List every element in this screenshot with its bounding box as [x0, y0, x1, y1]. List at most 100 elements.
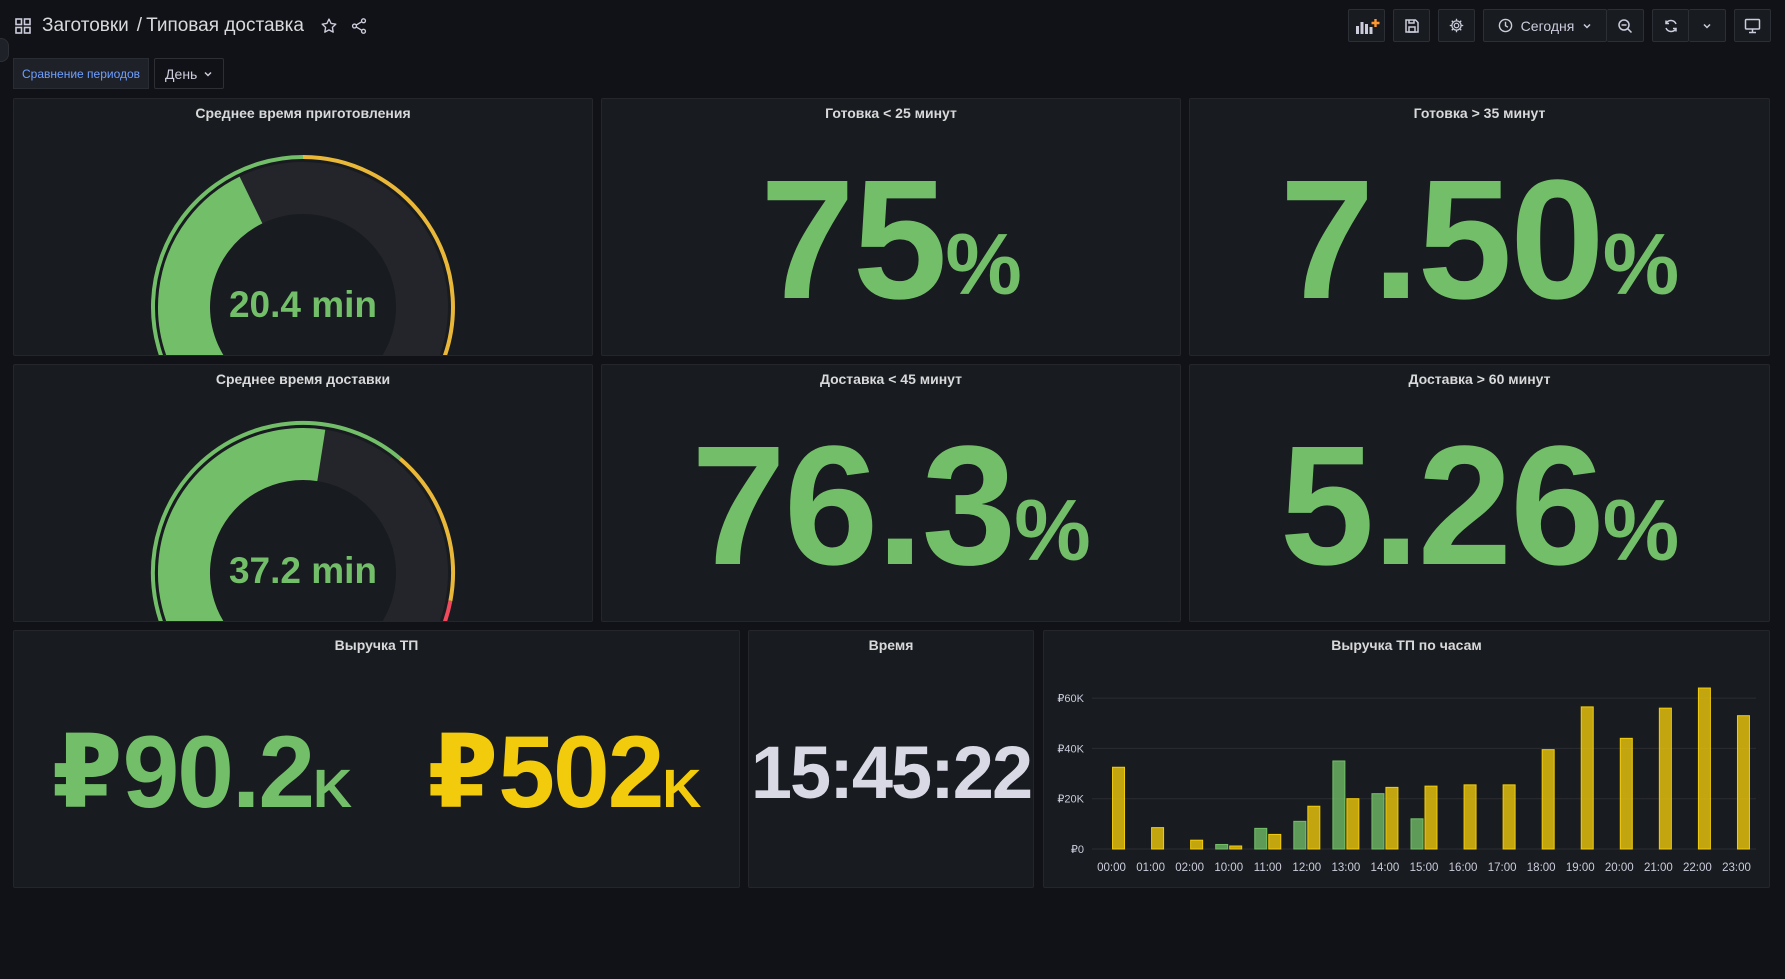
- dashboard-toolbar: Сегодня: [1348, 9, 1771, 42]
- revenue-current: ₽90.2K: [52, 713, 353, 832]
- bar: [1371, 793, 1385, 850]
- refresh-icon: [1664, 19, 1677, 32]
- panel-title: Время: [868, 637, 914, 653]
- compare-periods-label: Сравнение периодов: [13, 58, 150, 89]
- panel-delivery-gt60[interactable]: Доставка > 60 минут 5.26 %: [1189, 364, 1770, 622]
- panel-title: Выручка ТП: [334, 637, 419, 653]
- x-tick-label: 20:00: [1605, 862, 1634, 874]
- panel-title: Готовка > 35 минут: [1413, 105, 1546, 121]
- bar: [1697, 687, 1711, 850]
- gauge-threshold-red: [442, 600, 453, 621]
- bar: [1151, 827, 1165, 850]
- view-mode-button[interactable]: [1734, 9, 1771, 42]
- bar: [1190, 839, 1204, 850]
- hourly-revenue-chart: ₽0 ₽20K ₽40K ₽60K 00:00 01:00 02:00 10:00 11:00 1…: [1057, 687, 1756, 874]
- stat-unit: %: [1602, 482, 1680, 579]
- gauge-value-text: 20.4 min: [229, 284, 377, 325]
- currency-symbol: ₽: [427, 714, 499, 829]
- panel-clock[interactable]: Время 15:45:22: [748, 630, 1034, 888]
- gauge-threshold-green: [150, 420, 402, 621]
- dashboard-settings-button[interactable]: [1438, 9, 1475, 42]
- save-icon: [1404, 18, 1419, 33]
- x-tick-label: 12:00: [1292, 862, 1321, 874]
- dashboard-grid-icon[interactable]: [12, 15, 34, 37]
- x-tick-label: 23:00: [1722, 862, 1751, 874]
- revenue-previous-value: 502: [498, 714, 664, 829]
- bar: [1658, 707, 1672, 850]
- bar: [1541, 749, 1555, 850]
- zoom-out-icon: [1618, 18, 1633, 33]
- panel-ready-gt35[interactable]: Готовка > 35 минут 7.50 %: [1189, 98, 1770, 356]
- bar: [1410, 818, 1424, 850]
- stat-value: 7.50 %: [1190, 125, 1769, 355]
- gauge-threshold-yellow: [302, 155, 455, 355]
- gauge-threshold-green: [151, 155, 304, 355]
- panel-title: Доставка < 45 минут: [820, 371, 962, 387]
- stat-unit: %: [1014, 482, 1091, 579]
- stat-value: 5.26 %: [1190, 391, 1769, 621]
- y-tick-label: ₽40K: [1057, 743, 1084, 755]
- bar: [1502, 784, 1516, 850]
- breadcrumb: Заготовки / Типовая доставка: [12, 12, 370, 40]
- add-panel-icon: [1355, 18, 1379, 34]
- chevron-down-icon: [1583, 23, 1591, 29]
- bar: [1424, 785, 1438, 850]
- zoom-out-button[interactable]: [1607, 9, 1644, 42]
- gauge-value-text: 37.2 min: [229, 550, 377, 591]
- gauge-threshold-yellow: [398, 457, 455, 602]
- dashboard-title[interactable]: Типовая доставка: [146, 15, 304, 36]
- panel-hourly-revenue[interactable]: Выручка ТП по часам ₽0 ₽20K ₽40K ₽60K 00:00 0…: [1043, 630, 1770, 888]
- bar: [1229, 845, 1243, 850]
- x-tick-label: 18:00: [1527, 862, 1556, 874]
- bar: [1619, 737, 1633, 850]
- revenue-current-suffix: K: [313, 758, 353, 819]
- panel-title: Среднее время приготовления: [195, 105, 411, 121]
- x-tick-label: 01:00: [1136, 862, 1165, 874]
- gauge-value-arc: [158, 176, 264, 355]
- panel-title: Доставка > 60 минут: [1408, 371, 1551, 387]
- add-panel-button[interactable]: [1348, 9, 1385, 42]
- x-tick-label: 17:00: [1488, 862, 1517, 874]
- x-tick-label: 10:00: [1214, 862, 1243, 874]
- bar: [1293, 820, 1307, 850]
- save-dashboard-button[interactable]: [1393, 9, 1430, 42]
- period-select-value: День: [165, 65, 198, 82]
- bar: [1385, 786, 1399, 850]
- bar: [1112, 766, 1126, 850]
- revenue-values: ₽90.2K ₽502 K: [14, 657, 739, 887]
- prep-time-gauge: 20.4 min: [151, 155, 455, 355]
- x-tick-label: 02:00: [1175, 862, 1204, 874]
- refresh-button[interactable]: [1652, 9, 1689, 42]
- panel-revenue[interactable]: Выручка ТП ₽90.2K ₽502 K: [13, 630, 740, 888]
- stat-number: 5.26: [1279, 411, 1605, 601]
- panel-delivery-time[interactable]: Среднее время доставки 37.2 min: [13, 364, 593, 622]
- panel-ready-lt25[interactable]: Готовка < 25 минут 75 %: [601, 98, 1181, 356]
- delivery-time-gauge: 37.2 min: [150, 420, 455, 621]
- stat-number: 75: [760, 145, 947, 335]
- stat-unit: %: [945, 216, 1022, 313]
- y-tick-label: ₽0: [1071, 844, 1084, 856]
- x-tick-label: 13:00: [1331, 862, 1360, 874]
- refresh-interval-dropdown[interactable]: [1689, 9, 1726, 42]
- x-tick-label: 15:00: [1410, 862, 1439, 874]
- clock-icon: [1498, 18, 1512, 33]
- time-range-picker[interactable]: Сегодня: [1483, 9, 1607, 42]
- time-controls: Сегодня: [1483, 9, 1644, 42]
- share-icon[interactable]: [348, 15, 370, 37]
- period-select[interactable]: День: [154, 58, 225, 89]
- stat-number: 76.3: [691, 411, 1016, 601]
- revenue-current-value: 90.2: [122, 714, 316, 829]
- stat-value: 75 %: [602, 125, 1180, 355]
- star-icon[interactable]: [318, 15, 340, 37]
- x-tick-label: 19:00: [1566, 862, 1595, 874]
- panel-delivery-lt45[interactable]: Доставка < 45 минут 76.3 %: [601, 364, 1181, 622]
- y-tick-label: ₽60K: [1057, 693, 1084, 705]
- sidebar-toggle-handle[interactable]: [0, 38, 9, 62]
- panel-title: Среднее время доставки: [215, 371, 391, 387]
- stat-unit: %: [1602, 216, 1680, 313]
- panel-prep-time[interactable]: Среднее время приготовления 20.4 min: [13, 98, 593, 356]
- chevron-down-icon: [204, 71, 212, 77]
- stat-value: 76.3 %: [602, 391, 1180, 621]
- breadcrumb-folder[interactable]: Заготовки: [42, 15, 129, 36]
- bar: [1307, 805, 1321, 850]
